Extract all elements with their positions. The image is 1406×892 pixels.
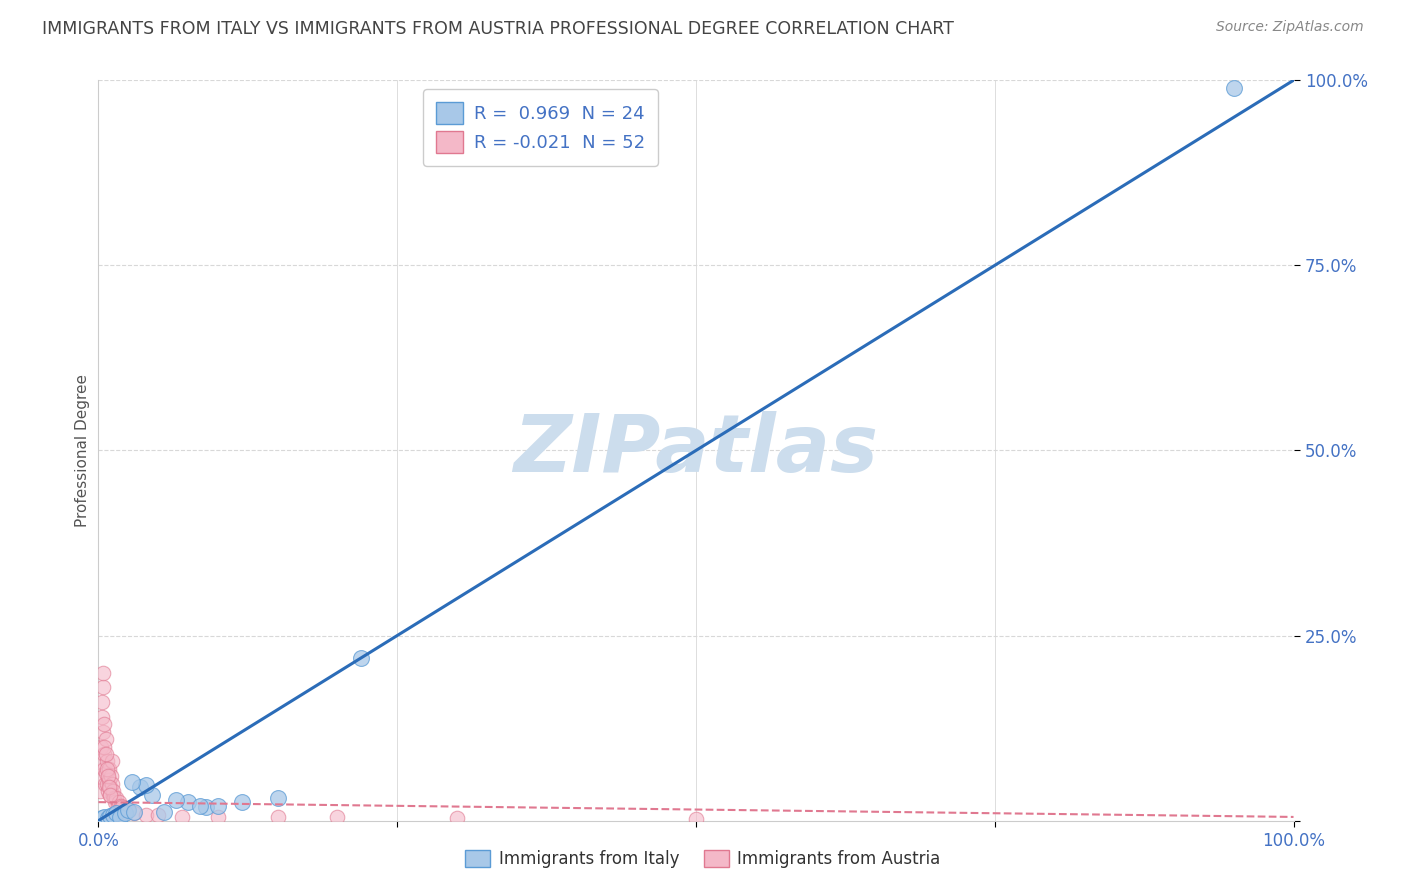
Point — [1223, 80, 1246, 95]
Point — [129, 780, 152, 795]
Point — [91, 695, 114, 709]
Point — [117, 803, 139, 817]
Point — [91, 681, 114, 695]
Point — [93, 762, 115, 776]
Point — [93, 739, 115, 754]
Point — [121, 775, 143, 789]
Point — [103, 791, 125, 805]
Point — [94, 776, 117, 791]
Point — [267, 810, 290, 824]
Point — [90, 755, 112, 769]
Text: ZIPatlas: ZIPatlas — [513, 411, 879, 490]
Point — [135, 807, 157, 822]
Point — [105, 791, 128, 805]
Point — [114, 806, 136, 821]
Point — [91, 812, 114, 826]
Point — [195, 800, 218, 814]
Point — [98, 780, 121, 795]
Point — [97, 762, 120, 776]
Point — [93, 747, 115, 761]
Legend: Immigrants from Italy, Immigrants from Austria: Immigrants from Italy, Immigrants from A… — [458, 843, 948, 875]
Legend: R =  0.969  N = 24, R = -0.021  N = 52: R = 0.969 N = 24, R = -0.021 N = 52 — [423, 89, 658, 166]
Point — [326, 810, 349, 824]
Point — [91, 665, 114, 680]
Point — [153, 805, 176, 819]
Point — [94, 747, 117, 761]
Point — [96, 755, 118, 769]
Point — [148, 807, 170, 822]
Point — [98, 809, 122, 823]
Point — [101, 788, 124, 802]
Point — [172, 810, 194, 824]
Point — [98, 772, 121, 787]
Point — [124, 805, 146, 819]
Point — [97, 811, 120, 825]
Point — [98, 788, 122, 802]
Point — [114, 805, 136, 819]
Point — [135, 778, 157, 792]
Point — [93, 810, 115, 824]
Point — [97, 784, 120, 798]
Text: Source: ZipAtlas.com: Source: ZipAtlas.com — [1216, 20, 1364, 34]
Point — [188, 798, 211, 813]
Point — [101, 807, 124, 822]
Point — [267, 791, 290, 805]
Point — [91, 710, 114, 724]
Point — [98, 788, 121, 802]
Point — [93, 717, 115, 731]
Y-axis label: Professional Degree: Professional Degree — [75, 374, 90, 527]
Point — [108, 803, 131, 817]
Point — [103, 784, 125, 798]
Point — [105, 806, 128, 821]
Point — [96, 762, 118, 776]
Point — [100, 769, 122, 783]
Point — [685, 812, 707, 826]
Point — [96, 776, 118, 791]
Point — [110, 798, 132, 813]
Point — [98, 780, 122, 795]
Point — [111, 800, 134, 814]
Point — [141, 788, 163, 802]
Point — [107, 798, 129, 813]
Point — [124, 806, 146, 821]
Text: IMMIGRANTS FROM ITALY VS IMMIGRANTS FROM AUSTRIA PROFESSIONAL DEGREE CORRELATION: IMMIGRANTS FROM ITALY VS IMMIGRANTS FROM… — [42, 20, 955, 37]
Point — [108, 810, 131, 824]
Point — [94, 732, 117, 747]
Point — [117, 803, 139, 817]
Point — [107, 795, 129, 809]
Point — [104, 795, 127, 809]
Point — [96, 765, 118, 780]
Point — [91, 724, 114, 739]
Point — [446, 812, 468, 826]
Point — [101, 776, 124, 791]
Point — [350, 650, 373, 665]
Point — [89, 769, 111, 783]
Point — [100, 755, 122, 769]
Point — [231, 795, 253, 809]
Point — [97, 769, 120, 783]
Point — [165, 793, 187, 807]
Point — [177, 795, 200, 809]
Point — [207, 798, 229, 813]
Point — [207, 810, 229, 824]
Point — [89, 784, 111, 798]
Point — [90, 739, 112, 754]
